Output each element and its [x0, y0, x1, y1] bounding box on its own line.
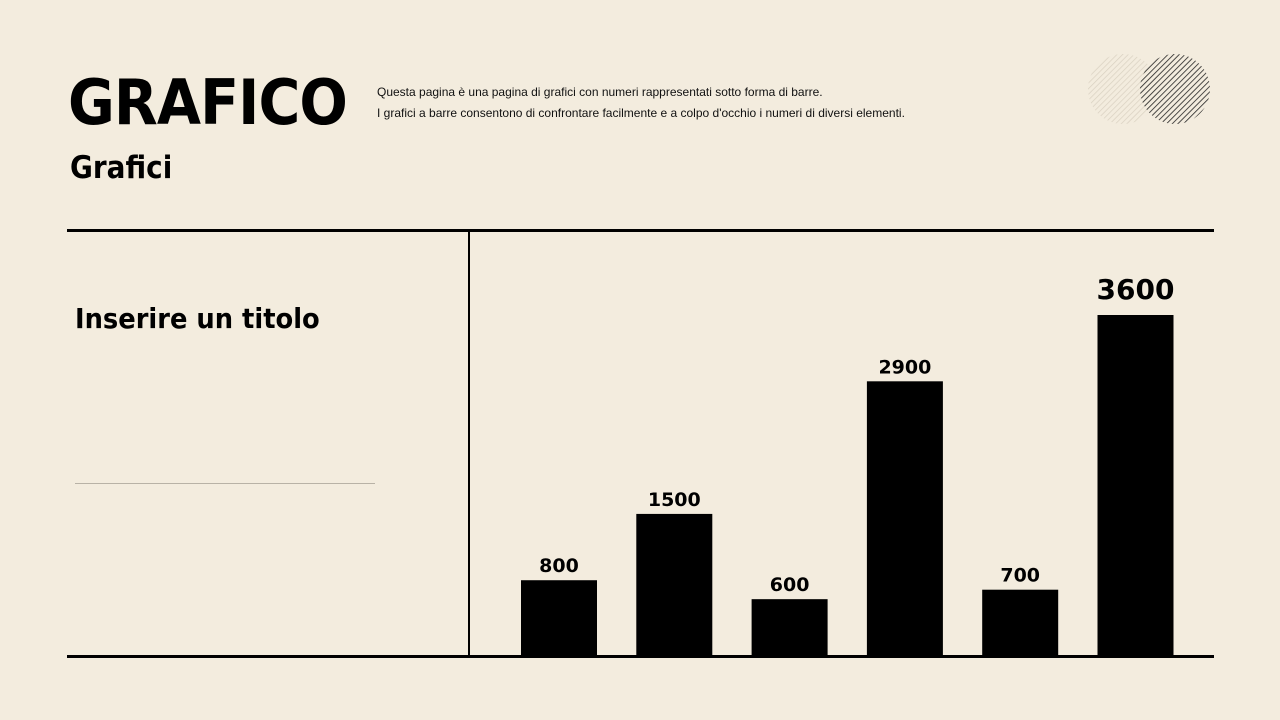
bar — [866, 381, 943, 656]
divider-line — [468, 230, 470, 657]
data-label: 800 — [539, 555, 579, 577]
panel-title: Inserire un titolo — [75, 302, 320, 335]
page-subtitle: Grafici — [70, 150, 173, 186]
top-rule — [67, 229, 1214, 232]
bar — [1097, 315, 1174, 656]
page-description: Questa pagina è una pagina di grafici co… — [377, 82, 905, 124]
data-label: 600 — [770, 574, 810, 596]
decorative-circles-icon — [1088, 54, 1210, 124]
bar — [521, 580, 597, 656]
data-label: 700 — [1000, 565, 1040, 587]
data-label: 1500 — [648, 489, 701, 511]
bar — [751, 599, 828, 656]
data-label: 2900 — [878, 356, 931, 378]
data-label: 3600 — [1097, 273, 1175, 306]
bar — [636, 513, 713, 656]
description-line: Questa pagina è una pagina di grafici co… — [377, 85, 823, 99]
placeholder-line — [75, 483, 375, 484]
page-title: GRAFICO — [68, 66, 348, 139]
baseline-rule — [67, 655, 1214, 658]
description-line: I grafici a barre consentono di confront… — [377, 106, 905, 120]
bar — [982, 589, 1059, 656]
